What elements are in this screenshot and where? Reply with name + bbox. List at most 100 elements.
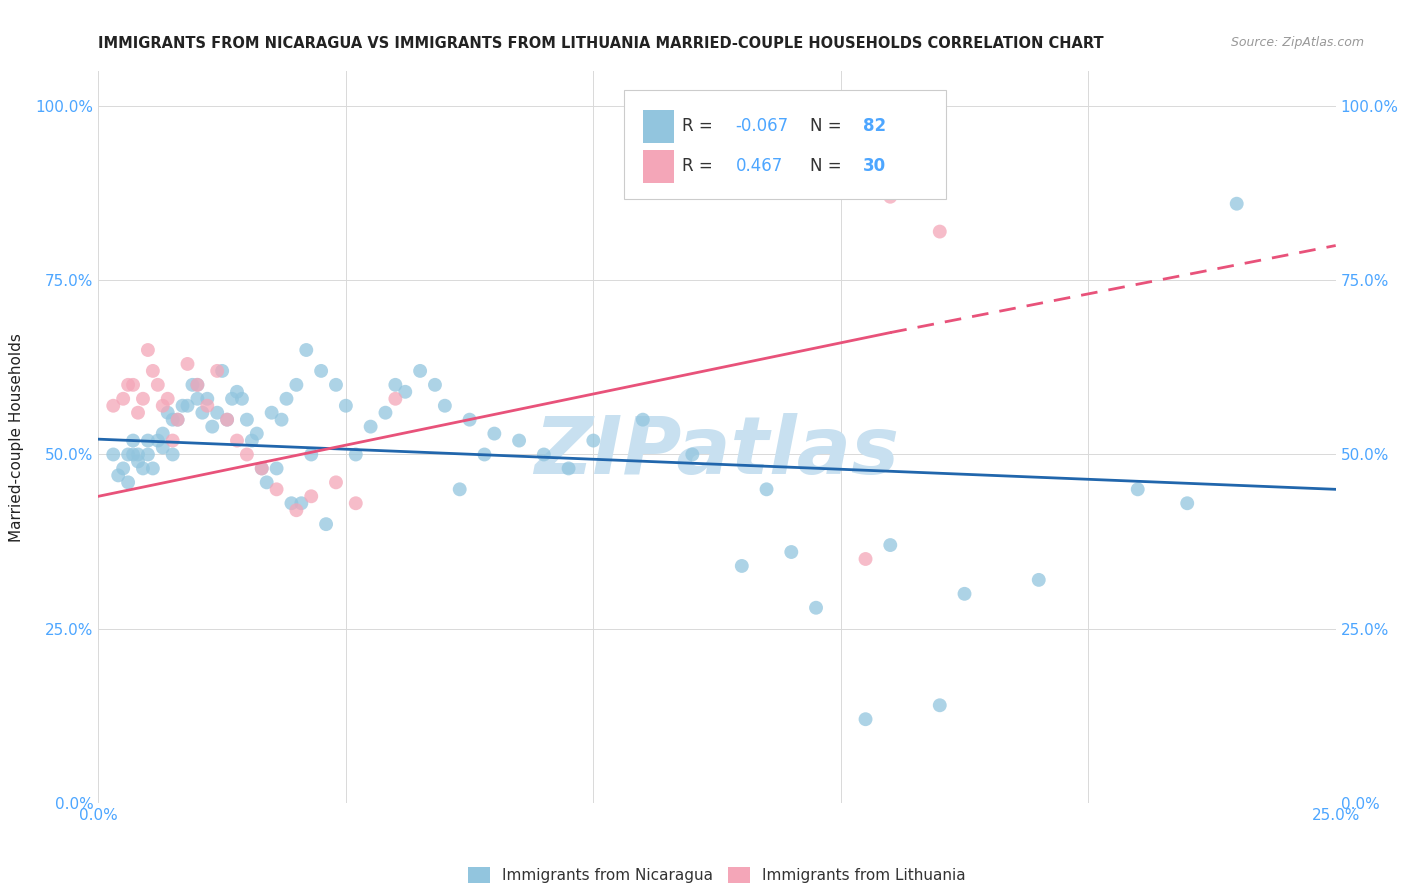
Point xyxy=(122,448,145,462)
Point xyxy=(117,377,139,392)
Point xyxy=(325,377,347,392)
Point xyxy=(176,357,198,371)
Point xyxy=(1175,496,1198,510)
Point xyxy=(136,448,159,462)
Point xyxy=(335,399,357,413)
Point xyxy=(136,343,159,357)
Point xyxy=(112,392,135,406)
Point xyxy=(433,399,456,413)
Point xyxy=(226,434,249,448)
Point xyxy=(309,364,332,378)
Point xyxy=(217,412,239,426)
Text: N =: N = xyxy=(810,158,846,176)
Point xyxy=(928,698,950,713)
Point xyxy=(152,441,174,455)
Point xyxy=(315,517,337,532)
Point xyxy=(195,399,218,413)
Point xyxy=(181,377,204,392)
Point xyxy=(146,434,169,448)
Point xyxy=(136,434,159,448)
Point xyxy=(142,364,165,378)
Point xyxy=(755,483,778,497)
Point xyxy=(112,461,135,475)
Point xyxy=(1028,573,1050,587)
FancyBboxPatch shape xyxy=(643,150,673,183)
Point xyxy=(533,448,555,462)
Point xyxy=(231,392,253,406)
Text: R =: R = xyxy=(682,158,718,176)
Point xyxy=(344,448,367,462)
Text: N =: N = xyxy=(810,117,846,136)
Point xyxy=(156,392,179,406)
Point xyxy=(221,392,243,406)
Point xyxy=(186,377,208,392)
Y-axis label: Married-couple Households: Married-couple Households xyxy=(10,333,24,541)
Point xyxy=(260,406,283,420)
Point xyxy=(344,496,367,510)
Point xyxy=(299,448,322,462)
Point xyxy=(191,406,214,420)
Point xyxy=(270,412,292,426)
Point xyxy=(360,419,382,434)
Point xyxy=(508,434,530,448)
Point xyxy=(879,538,901,552)
Point xyxy=(166,412,188,426)
Point xyxy=(325,475,347,490)
Point xyxy=(449,483,471,497)
Point xyxy=(855,712,877,726)
Point xyxy=(127,454,149,468)
Point xyxy=(246,426,269,441)
Point xyxy=(299,489,322,503)
Point xyxy=(804,600,827,615)
Text: R =: R = xyxy=(682,117,718,136)
Point xyxy=(582,434,605,448)
Point xyxy=(285,377,308,392)
Point xyxy=(879,190,901,204)
Point xyxy=(266,461,288,475)
Point xyxy=(474,448,496,462)
Point xyxy=(201,419,224,434)
Point xyxy=(557,461,579,475)
Point xyxy=(226,384,249,399)
Text: IMMIGRANTS FROM NICARAGUA VS IMMIGRANTS FROM LITHUANIA MARRIED-COUPLE HOUSEHOLDS: IMMIGRANTS FROM NICARAGUA VS IMMIGRANTS … xyxy=(98,36,1104,51)
FancyBboxPatch shape xyxy=(643,110,673,143)
Point xyxy=(117,475,139,490)
Point xyxy=(132,392,155,406)
Point xyxy=(217,412,239,426)
Point xyxy=(236,412,259,426)
Point xyxy=(172,399,194,413)
Point xyxy=(780,545,803,559)
Text: 0.467: 0.467 xyxy=(735,158,783,176)
Point xyxy=(384,377,406,392)
Point xyxy=(122,434,145,448)
Point xyxy=(384,392,406,406)
Point xyxy=(1226,196,1249,211)
Point xyxy=(290,496,312,510)
Point xyxy=(152,399,174,413)
Point xyxy=(855,552,877,566)
Point xyxy=(211,364,233,378)
Text: -0.067: -0.067 xyxy=(735,117,789,136)
Point xyxy=(236,448,259,462)
Point xyxy=(280,496,302,510)
Point xyxy=(142,461,165,475)
Point xyxy=(156,406,179,420)
Point xyxy=(731,558,754,573)
Point xyxy=(256,475,278,490)
Point xyxy=(186,377,208,392)
Point xyxy=(117,448,139,462)
Point xyxy=(107,468,129,483)
Point xyxy=(409,364,432,378)
Point xyxy=(186,392,208,406)
Point xyxy=(250,461,273,475)
Point xyxy=(122,377,145,392)
Point xyxy=(166,412,188,426)
Text: 30: 30 xyxy=(863,158,886,176)
Text: 82: 82 xyxy=(863,117,886,136)
Point xyxy=(176,399,198,413)
Point xyxy=(276,392,298,406)
Point xyxy=(681,448,703,462)
Point xyxy=(103,448,125,462)
Point xyxy=(205,406,228,420)
Point xyxy=(127,406,149,420)
